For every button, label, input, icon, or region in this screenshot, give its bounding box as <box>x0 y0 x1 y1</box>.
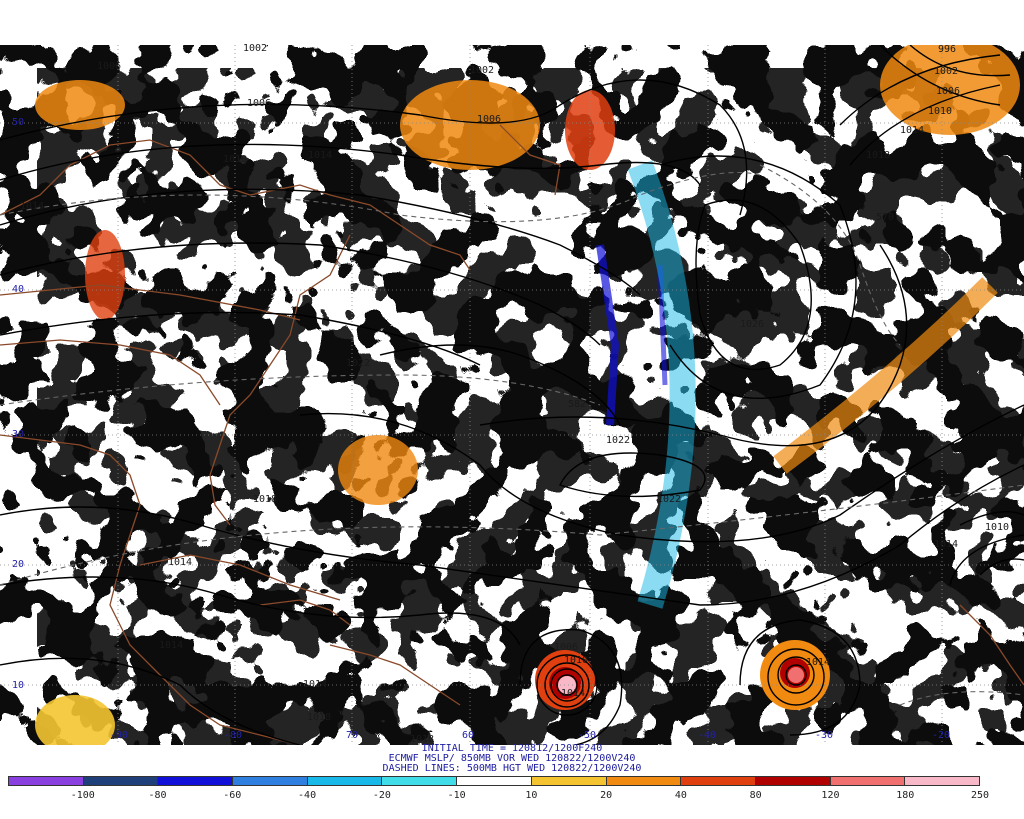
hurricane-low-west-isobars <box>519 628 623 745</box>
isobar-label: 1018 <box>866 150 891 161</box>
colorbar-label: 250 <box>970 790 990 801</box>
map-titles: INITIAL TIME = 120812/1200F240 ECMWF MSL… <box>0 744 1024 774</box>
isobar-label: 1014 <box>934 539 959 550</box>
colorbar-label: 180 <box>896 790 915 801</box>
isobar-label: 1022 <box>346 358 371 369</box>
colorbar-swatch <box>457 777 532 785</box>
lat-lon-grid <box>0 45 1024 745</box>
isobar-label: 1006 <box>554 642 579 653</box>
isobar-label: 1014 <box>308 150 333 161</box>
isobar-label: 1010 <box>223 154 248 165</box>
latitude-label: 50 <box>12 117 25 128</box>
colorbar-swatch <box>233 777 308 785</box>
title-dashed-lines: DASHED LINES: 500MB HGT WED 120822/1200V… <box>382 763 642 774</box>
colorbar-label: 20 <box>600 790 613 801</box>
colorbar-swatch <box>158 777 234 785</box>
colorbar-swatch <box>606 777 682 785</box>
isobars <box>0 45 1024 745</box>
colorbar-swatch <box>9 777 84 785</box>
colorbar-swatch <box>531 777 607 785</box>
longitude-label: 70 <box>346 730 359 741</box>
longitude-label: -20 <box>932 730 951 741</box>
isobar-label: 1006 <box>97 61 122 72</box>
isobar-label: 1014 <box>20 201 45 212</box>
isobar-label: 1014 <box>159 640 184 651</box>
isobar-label: 1014 <box>303 679 328 690</box>
hurricane-low-east-isobars <box>739 619 861 736</box>
colorbar-label: 120 <box>821 790 840 801</box>
isobar-label: 996 <box>938 44 957 55</box>
colorbar-label: 10 <box>525 790 538 801</box>
isobar-label: 1010 <box>564 655 589 666</box>
isobar-label: 1014 <box>806 657 831 668</box>
isobar-label: 1002 <box>470 65 495 76</box>
colorbar-label: -60 <box>223 790 242 801</box>
colorbar-label: -20 <box>372 790 391 801</box>
isobar-label: 1018 <box>253 494 278 505</box>
isobar-label: 1018 <box>307 712 332 723</box>
height-label: 570 <box>876 212 895 223</box>
height-contours <box>0 164 1024 706</box>
colorbar-swatch <box>382 777 458 785</box>
colorbar-label: -80 <box>148 790 167 801</box>
longitude-label: 60 <box>462 730 475 741</box>
coastlines <box>0 124 1024 745</box>
isobar-label: 1014 <box>900 125 925 136</box>
isobar-label: 1014 <box>168 557 193 568</box>
vorticity-bands <box>35 45 1020 745</box>
isobar-label: 1022 <box>606 435 631 446</box>
vorticity-map <box>0 45 1024 745</box>
colorbar-swatch <box>830 777 906 785</box>
colorbar-label: 80 <box>749 790 762 801</box>
isobar-label: 1010 <box>985 522 1010 533</box>
title-product: ECMWF MSLP/ 850MB VOR WED 120822/1200V24… <box>388 753 636 764</box>
longitude-label: -90 <box>110 730 129 741</box>
colorbar-label: -100 <box>70 790 95 801</box>
colorbar-swatch <box>83 777 159 785</box>
longitude-label: -40 <box>698 730 717 741</box>
isobar-label: 1018 <box>410 734 435 745</box>
isobar-label: 1014 <box>561 688 586 699</box>
colorbar <box>8 776 980 786</box>
colorbar-label: -40 <box>298 790 317 801</box>
isobar-label: 1002 <box>243 43 268 54</box>
colorbar-swatch <box>307 777 383 785</box>
isobar-label: 1006 <box>936 86 961 97</box>
isobar-label: 1006 <box>477 114 502 125</box>
height-label: 582 <box>568 399 587 410</box>
latitude-label: 30 <box>12 429 25 440</box>
isobar-label: 1026 <box>740 319 765 330</box>
isobar-label: 1006 <box>247 98 272 109</box>
colorbar-swatch <box>755 777 831 785</box>
longitude-label: -80 <box>224 730 243 741</box>
longitude-label: -50 <box>578 730 597 741</box>
colorbar-label: 40 <box>674 790 687 801</box>
isobar-label: 1022 <box>657 494 682 505</box>
colorbar-label: -10 <box>447 790 466 801</box>
isobar-label: 1002 <box>934 66 959 77</box>
colorbar-swatch <box>905 777 979 785</box>
title-initial-time: INITIAL TIME = 120812/1200F240 <box>421 743 603 754</box>
latitude-label: 20 <box>12 559 25 570</box>
latitude-label: 10 <box>12 680 25 691</box>
latitude-label: 40 <box>12 284 25 295</box>
colorbar-swatch <box>681 777 756 785</box>
isobar-label: 1010 <box>928 106 953 117</box>
longitude-label: -30 <box>815 730 834 741</box>
